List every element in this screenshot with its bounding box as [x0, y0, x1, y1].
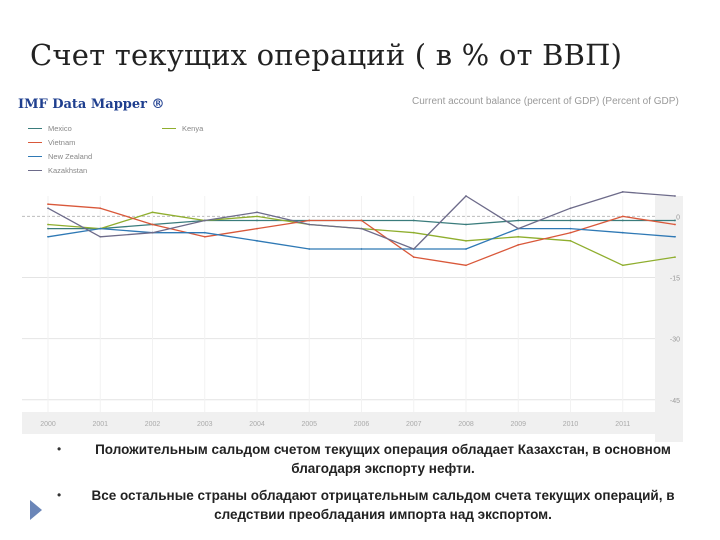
y-axis-panel — [655, 196, 683, 442]
data-point — [203, 231, 206, 234]
data-point — [621, 264, 624, 267]
data-point — [569, 219, 572, 222]
data-point — [412, 248, 415, 250]
data-point — [47, 207, 49, 210]
data-point — [99, 235, 102, 238]
next-slide-arrow-icon[interactable] — [30, 500, 42, 520]
data-point — [256, 211, 258, 214]
data-point — [569, 227, 572, 230]
data-point — [360, 219, 363, 222]
data-point — [256, 219, 258, 222]
bullet-marker: • — [57, 488, 62, 502]
data-point — [151, 211, 154, 214]
bullet-marker: • — [57, 442, 62, 456]
data-point — [517, 235, 520, 238]
y-tick-label: -30 — [670, 337, 680, 344]
data-point — [569, 207, 572, 210]
data-point — [465, 223, 467, 226]
data-point — [621, 219, 624, 222]
legend: Mexico Kenya Vietnam New Zealand Kazakhs… — [28, 124, 288, 180]
data-point — [569, 231, 572, 234]
x-tick-label: 2006 — [354, 421, 370, 428]
data-point — [47, 223, 49, 226]
data-point — [674, 256, 676, 259]
data-point — [465, 264, 467, 267]
legend-label: Mexico — [48, 124, 72, 133]
legend-item-kenya[interactable]: Kenya — [162, 124, 203, 133]
data-point — [465, 195, 467, 197]
x-tick-label: 2008 — [458, 421, 474, 428]
data-point — [99, 207, 102, 210]
slide-title: Счет текущих операций ( в % от ВВП) — [30, 38, 623, 72]
legend-swatch — [28, 128, 42, 129]
data-point — [517, 227, 520, 230]
data-point — [621, 231, 624, 234]
data-point — [99, 227, 102, 230]
legend-swatch — [28, 170, 42, 171]
data-point — [674, 223, 676, 226]
chart-title: Current account balance (percent of GDP)… — [412, 96, 679, 107]
y-tick-label: -15 — [670, 276, 680, 283]
data-point — [47, 227, 49, 230]
data-point — [412, 231, 415, 234]
legend-label: Kazakhstan — [48, 166, 88, 175]
legend-swatch — [28, 156, 42, 157]
data-point — [256, 239, 258, 242]
data-point — [621, 215, 624, 218]
data-point — [308, 223, 311, 226]
data-point — [517, 244, 520, 246]
data-point — [674, 219, 676, 222]
x-tick-label: 2010 — [563, 421, 579, 428]
legend-item-vietnam[interactable]: Vietnam — [28, 138, 75, 147]
data-point — [360, 248, 363, 250]
data-point — [360, 227, 363, 230]
x-tick-label: 2007 — [406, 421, 422, 428]
x-tick-label: 2009 — [510, 421, 526, 428]
x-tick-label: 2011 — [615, 421, 630, 428]
legend-item-new-zealand[interactable]: New Zealand — [28, 152, 92, 161]
data-point — [151, 231, 154, 234]
legend-swatch — [162, 128, 176, 129]
legend-label: Vietnam — [48, 138, 76, 147]
data-point — [621, 191, 624, 193]
data-point — [674, 195, 676, 197]
data-point — [517, 219, 520, 222]
y-tick-label: 0 — [676, 214, 680, 221]
x-tick-label: 2004 — [249, 421, 265, 428]
data-point — [412, 219, 415, 222]
data-point — [47, 235, 49, 238]
legend-label: Kenya — [182, 124, 204, 133]
data-point — [308, 219, 311, 222]
legend-item-mexico[interactable]: Mexico — [28, 124, 72, 133]
legend-item-kazakhstan[interactable]: Kazakhstan — [28, 166, 87, 175]
x-tick-label: 2005 — [301, 421, 317, 428]
data-point — [465, 239, 467, 242]
data-point — [47, 203, 49, 206]
x-tick-label: 2000 — [40, 421, 56, 428]
legend-swatch — [28, 142, 42, 143]
x-tick-label: 2003 — [197, 421, 213, 428]
imf-logo: IMF Data Mapper ® — [18, 97, 165, 112]
data-point — [256, 215, 258, 218]
y-tick-label: -45 — [670, 398, 680, 405]
legend-label: New Zealand — [48, 152, 93, 161]
data-point — [203, 219, 206, 222]
data-point — [465, 248, 467, 250]
x-tick-label: 2001 — [92, 421, 108, 428]
data-point — [674, 235, 676, 238]
bullet-item: Все остальные страны обладают отрицатель… — [91, 488, 675, 522]
data-point — [569, 239, 572, 242]
bullet-item: Положительным сальдом счетом текущих опе… — [95, 442, 671, 476]
data-point — [203, 235, 206, 238]
plot-area — [22, 196, 655, 412]
data-point — [412, 256, 415, 259]
data-point — [308, 248, 311, 250]
x-axis-panel — [22, 412, 655, 434]
x-tick-label: 2002 — [145, 421, 161, 428]
data-point — [151, 223, 154, 226]
data-point — [256, 227, 258, 230]
